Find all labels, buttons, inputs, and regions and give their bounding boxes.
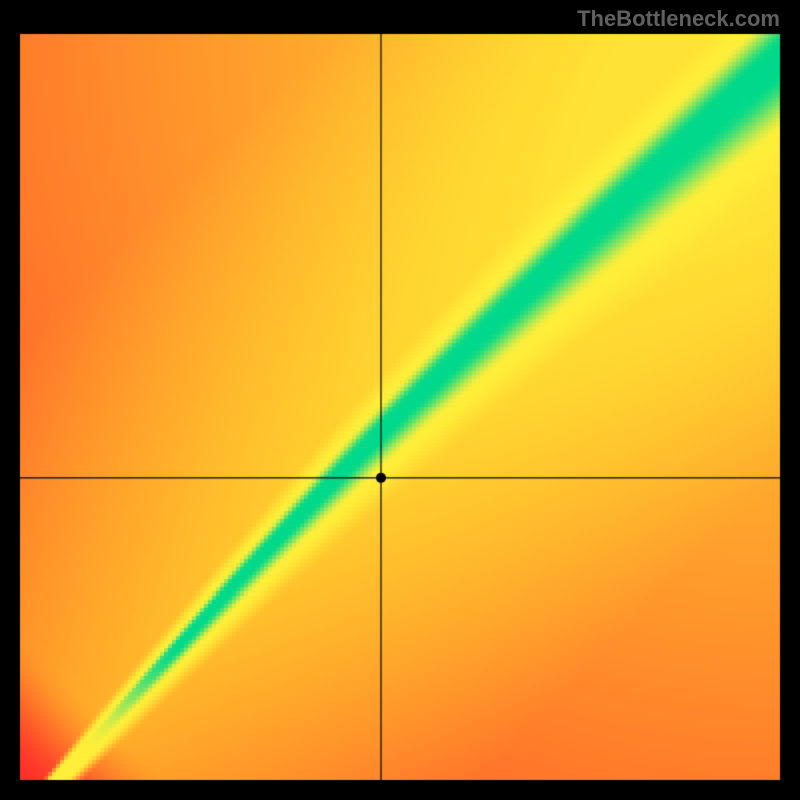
watermark-text: TheBottleneck.com <box>577 6 780 32</box>
bottleneck-heatmap <box>0 0 800 800</box>
chart-container: TheBottleneck.com <box>0 0 800 800</box>
